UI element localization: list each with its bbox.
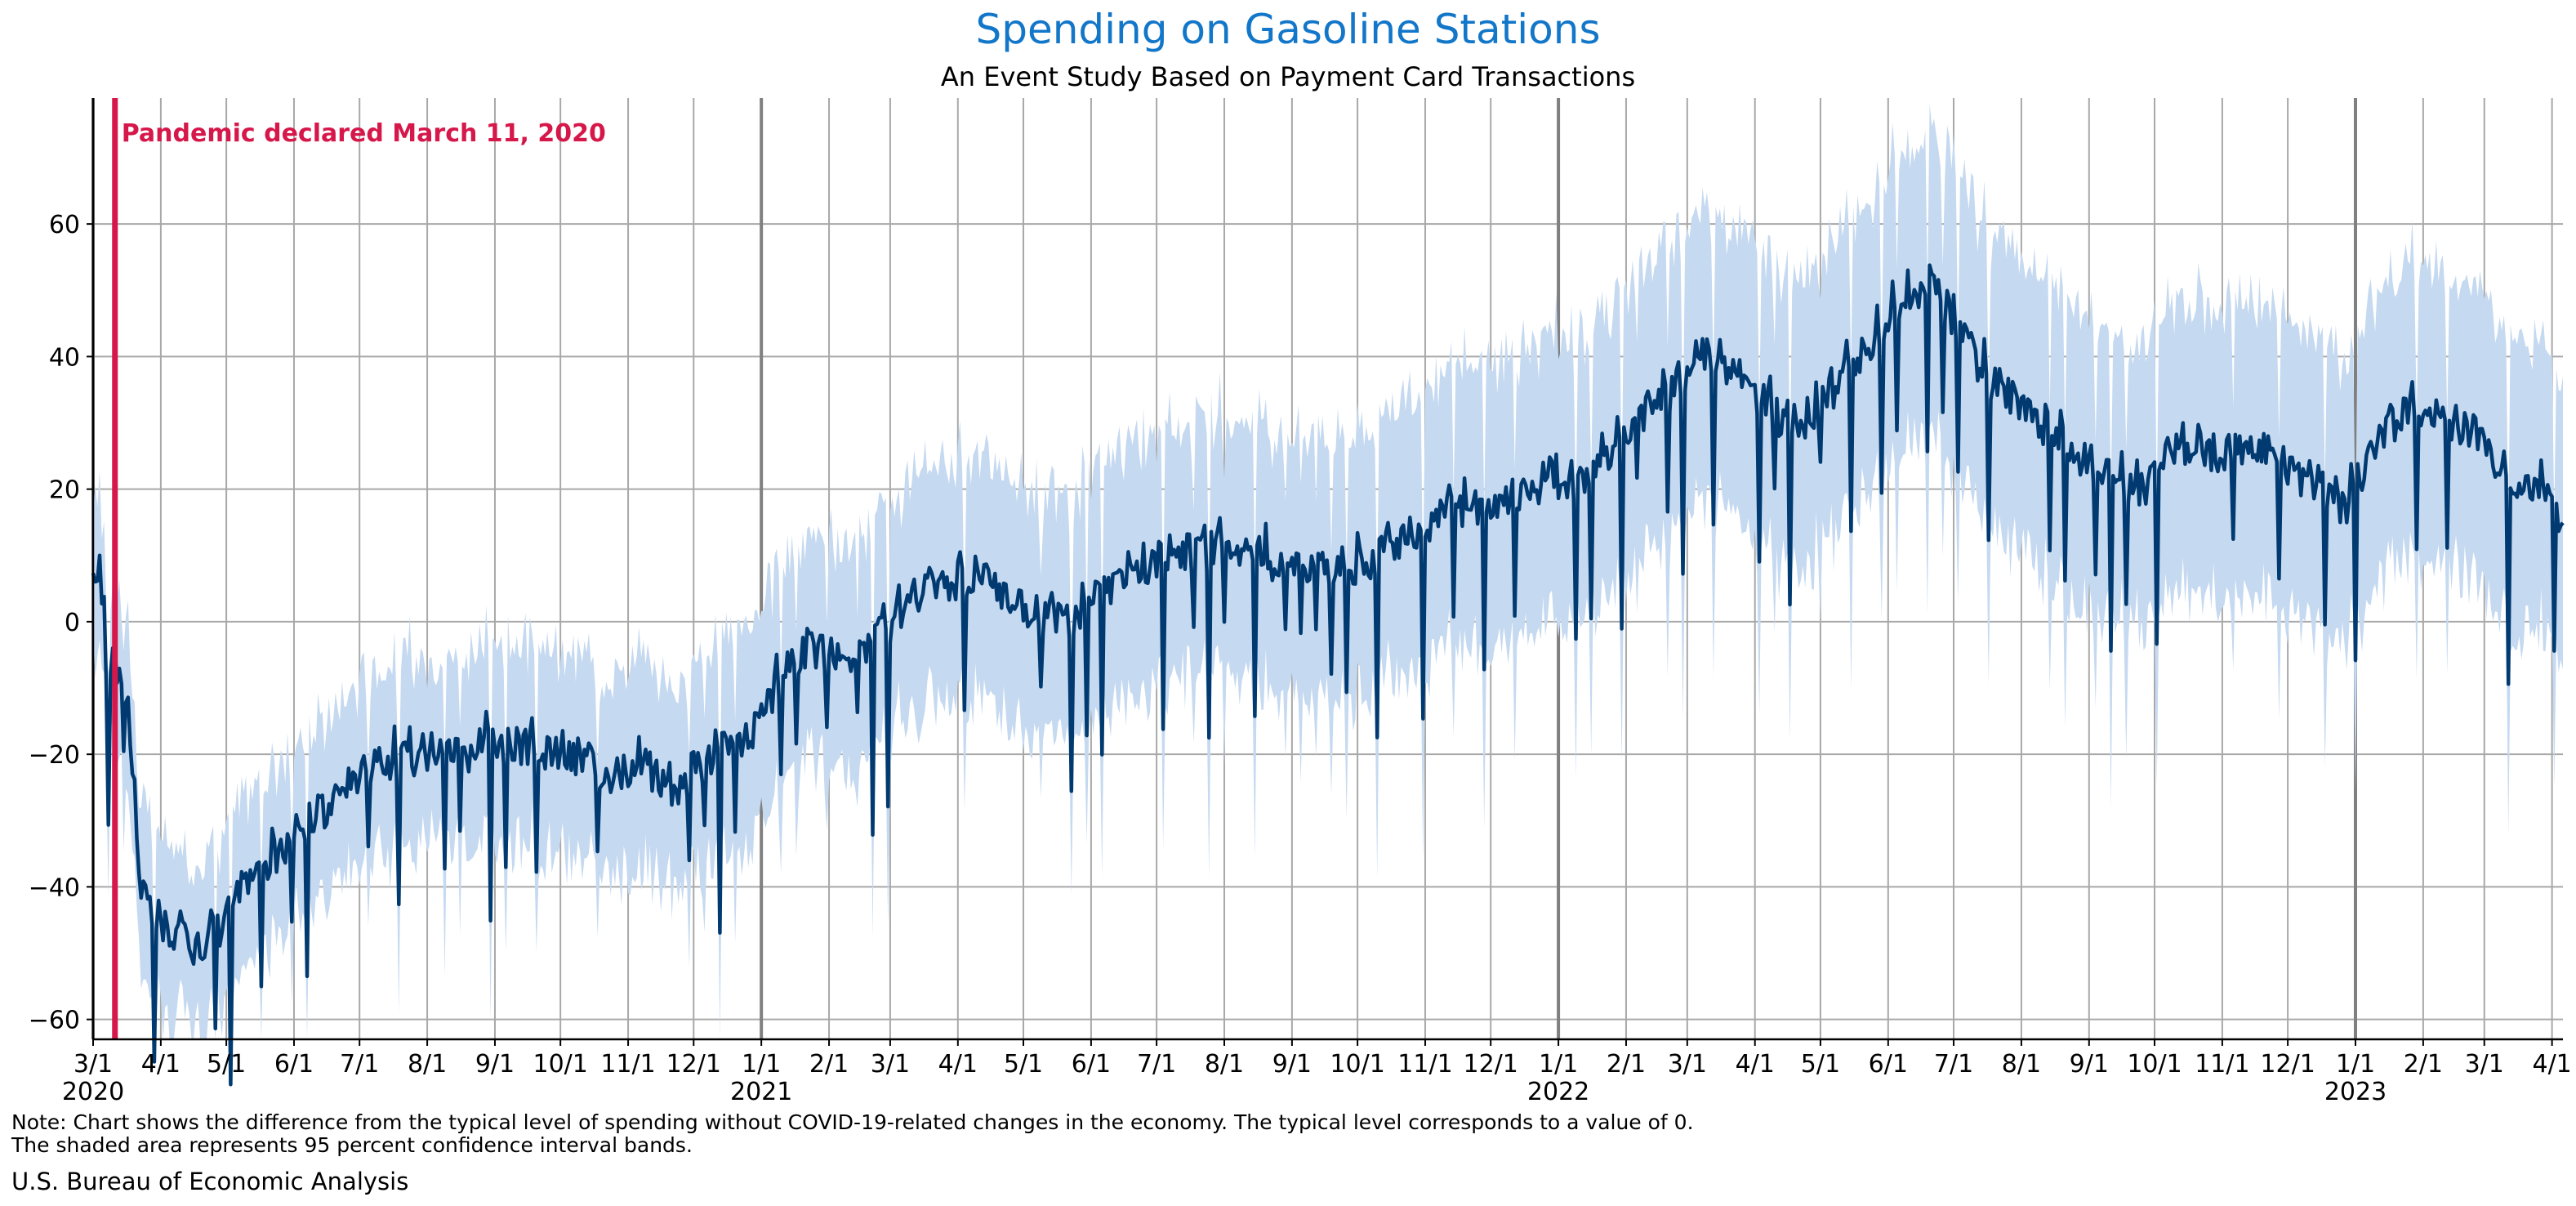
x-tick-label: 2/1 [1607,1050,1646,1079]
x-tick-label: 3/1 [871,1050,910,1079]
x-tick-label: 6/1 [1869,1050,1908,1079]
x-tick-label: 10/1 [533,1050,587,1079]
x-tick-label: 12/1 [1464,1050,1518,1079]
x-tick-label: 9/1 [2070,1050,2109,1079]
x-tick-label: 4/1 [938,1050,978,1079]
spending-series [91,263,2565,1087]
x-tick-label: 1/1 [742,1050,781,1079]
x-tick-label: 10/1 [2127,1050,2182,1079]
chart-note: Note: Chart shows the difference from th… [11,1111,1694,1157]
x-tick-label: 1/1 [1539,1050,1578,1079]
x-tick-label: 5/1 [1004,1050,1043,1079]
pandemic-label: Pandemic declared March 11, 2020 [122,119,606,148]
y-tick-label: −40 [29,873,80,902]
x-tick-label: 8/1 [1205,1050,1244,1079]
x-tick-label: 2/1 [809,1050,849,1079]
x-tick-label: 12/1 [666,1050,721,1079]
x-year-label: 2022 [1527,1078,1589,1106]
x-tick-label: 12/1 [2260,1050,2315,1079]
x-year-label: 2021 [730,1078,792,1106]
x-tick-label: 11/1 [600,1050,655,1079]
x-tick-label: 3/1 [74,1050,113,1079]
note-line-2: The shaded area represents 95 percent co… [11,1133,693,1157]
x-tick-label: 4/1 [1736,1050,1775,1079]
spending-line [91,263,2565,1087]
x-tick-label: 3/1 [2465,1050,2504,1079]
x-tick-label: 8/1 [2002,1050,2041,1079]
y-tick-label: −60 [29,1007,80,1035]
x-tick-label: 5/1 [1801,1050,1840,1079]
x-tick-label: 1/1 [2336,1050,2375,1079]
x-tick-label: 4/1 [141,1050,180,1079]
x-year-label: 2020 [62,1078,124,1106]
x-tick-label: 3/1 [1668,1050,1707,1079]
y-tick-label: 0 [65,609,80,637]
x-tick-label: 5/1 [207,1050,246,1079]
x-tick-label: 2/1 [2404,1050,2443,1079]
y-tick-label: 60 [49,211,80,239]
x-tick-label: 8/1 [408,1050,447,1079]
x-tick-label: 6/1 [274,1050,314,1079]
x-tick-label: 7/1 [340,1050,379,1079]
x-tick-label: 9/1 [475,1050,515,1079]
x-tick-label: 7/1 [1934,1050,1973,1079]
source-credit: U.S. Bureau of Economic Analysis [11,1168,409,1195]
x-tick-label: 7/1 [1137,1050,1176,1079]
x-tick-label: 4/1 [2532,1050,2571,1079]
x-year-label: 2023 [2324,1078,2387,1106]
chart-subtitle: An Event Study Based on Payment Card Tra… [940,61,1636,92]
x-tick-label: 10/1 [1330,1050,1384,1079]
chart-title: Spending on Gasoline Stations [975,6,1601,53]
x-tick-label: 9/1 [1272,1050,1312,1079]
pandemic-marker: Pandemic declared March 11, 2020 [112,98,606,1039]
x-tick-label: 11/1 [2195,1050,2249,1079]
x-tick-label: 6/1 [1072,1050,1111,1079]
y-tick-label: 40 [49,343,80,372]
y-tick-label: −20 [29,741,80,770]
y-tick-label: 20 [49,476,80,505]
note-line-1: Note: Chart shows the difference from th… [11,1110,1694,1134]
x-tick-label: 11/1 [1397,1050,1452,1079]
